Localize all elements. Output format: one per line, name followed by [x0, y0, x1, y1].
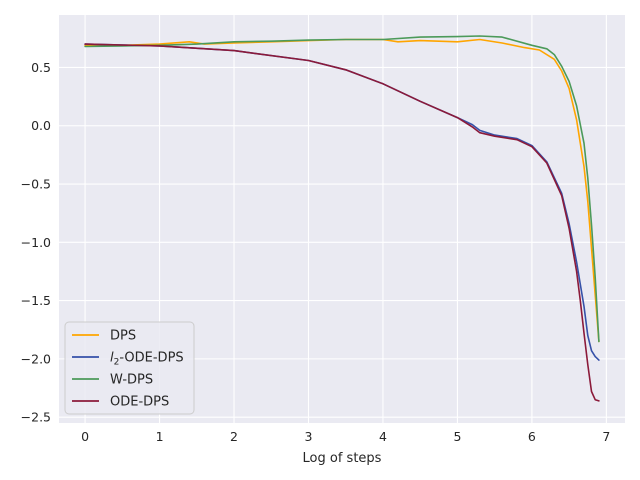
legend-label: DPS	[110, 329, 136, 344]
x-tick-label: 7	[602, 429, 610, 444]
x-tick-label: 2	[230, 429, 238, 444]
series-group	[84, 35, 600, 402]
y-tick-label: −1.0	[21, 235, 51, 250]
x-tick-label: 1	[156, 429, 164, 444]
x-tick-label: 6	[528, 429, 536, 444]
legend: DPS l2-ODE-DPS W-DPS ODE-DPS	[64, 321, 195, 415]
legend-label: W-DPS	[110, 373, 153, 388]
series-line-3	[84, 35, 600, 343]
x-tick-label: 4	[379, 429, 387, 444]
legend-entries: DPS l2-ODE-DPS W-DPS ODE-DPS	[72, 329, 184, 410]
y-tick-label: −2.5	[21, 410, 51, 425]
x-tick-label: 5	[453, 429, 461, 444]
x-tick-label: 0	[81, 429, 89, 444]
y-tick-label: −1.5	[21, 293, 51, 308]
x-tick-label: 3	[305, 429, 313, 444]
y-tick-label: −2.0	[21, 351, 51, 366]
legend-box	[64, 321, 195, 415]
grid-lines	[59, 15, 625, 423]
legend-label: ODE-DPS	[110, 395, 169, 410]
x-axis-label: Log of steps	[303, 451, 382, 466]
y-tick-label: −0.5	[21, 177, 51, 192]
legend-label: l2-ODE-DPS	[110, 351, 184, 368]
y-tick-labels: −2.5 −2.0 −1.5 −1.0 −0.5 0.0 0.5	[21, 60, 51, 425]
x-tick-labels: 0 1 2 3 4 5 6 7	[81, 429, 610, 444]
y-tick-label: 0.0	[31, 118, 51, 133]
series-line-4	[84, 43, 600, 402]
y-tick-label: 0.5	[31, 60, 51, 75]
